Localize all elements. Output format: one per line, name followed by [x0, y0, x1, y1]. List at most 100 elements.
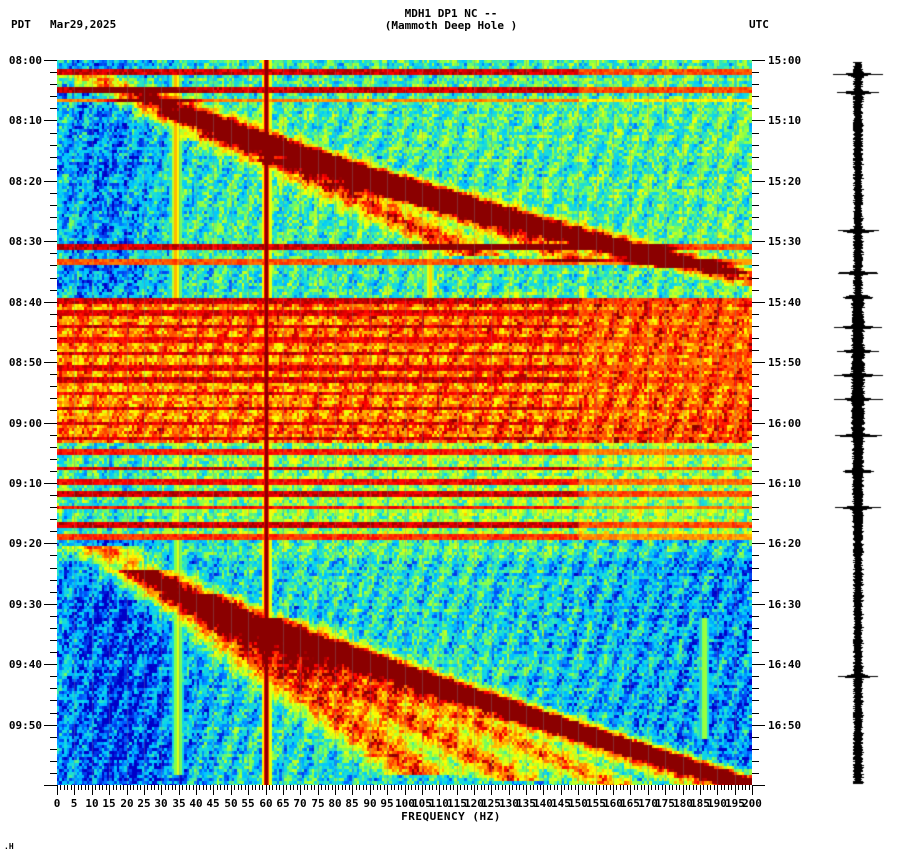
- time-tick-minor: [752, 435, 759, 436]
- time-tick-minor: [50, 519, 57, 520]
- freq-tick-minor: [186, 785, 187, 790]
- time-tick-minor: [50, 145, 57, 146]
- freq-label: 145: [551, 797, 571, 810]
- freq-tick-minor: [467, 785, 468, 790]
- time-tick-minor: [50, 447, 57, 448]
- time-tick-minor: [50, 338, 57, 339]
- freq-label: 120: [464, 797, 484, 810]
- freq-tick-minor: [707, 785, 708, 790]
- freq-tick-minor: [252, 785, 253, 790]
- freq-tick-minor: [366, 785, 367, 790]
- freq-tick-major: [335, 785, 336, 795]
- freq-label: 40: [189, 797, 203, 810]
- time-tick-minor: [50, 229, 57, 230]
- freq-tick-minor: [286, 785, 287, 790]
- freq-tick-minor: [658, 785, 659, 790]
- time-label-pdt: 08:30: [8, 235, 42, 248]
- freq-tick-minor: [686, 785, 687, 790]
- time-tick-major: [752, 725, 765, 726]
- time-tick-minor: [50, 96, 57, 97]
- freq-tick-minor: [651, 785, 652, 790]
- freq-label: 200: [742, 797, 762, 810]
- time-tick-major: [752, 362, 765, 363]
- freq-tick-minor: [71, 785, 72, 790]
- time-tick-minor: [50, 350, 57, 351]
- freq-tick-minor: [175, 785, 176, 790]
- freq-tick-minor: [113, 785, 114, 790]
- freq-tick-minor: [398, 785, 399, 790]
- time-tick-minor: [752, 193, 759, 194]
- freq-tick-minor: [269, 785, 270, 790]
- freq-tick-major: [405, 785, 406, 795]
- freq-label: 160: [603, 797, 623, 810]
- time-tick-major: [44, 543, 57, 544]
- freq-tick-minor: [255, 785, 256, 790]
- freq-tick-minor: [477, 785, 478, 790]
- freq-tick-minor: [401, 785, 402, 790]
- time-tick-minor: [752, 592, 759, 593]
- freq-tick-minor: [655, 785, 656, 790]
- time-tick-major: [752, 604, 765, 605]
- freq-tick-major: [665, 785, 666, 795]
- time-tick-minor: [752, 495, 759, 496]
- freq-tick-minor: [523, 785, 524, 790]
- time-tick-minor: [50, 749, 57, 750]
- freq-tick-minor: [498, 785, 499, 790]
- time-tick-minor: [50, 410, 57, 411]
- time-tick-minor: [50, 616, 57, 617]
- freq-tick-minor: [728, 785, 729, 790]
- time-tick-minor: [752, 350, 759, 351]
- time-label-pdt: 09:30: [8, 598, 42, 611]
- freq-tick-minor: [408, 785, 409, 790]
- time-tick-minor: [752, 108, 759, 109]
- freq-tick-minor: [342, 785, 343, 790]
- time-label-pdt: 09:10: [8, 477, 42, 490]
- freq-tick-minor: [540, 785, 541, 790]
- time-tick-minor: [50, 265, 57, 266]
- freq-tick-major: [248, 785, 249, 795]
- freq-tick-minor: [224, 785, 225, 790]
- freq-label: 70: [293, 797, 307, 810]
- freq-tick-major: [92, 785, 93, 795]
- freq-tick-minor: [471, 785, 472, 790]
- freq-tick-minor: [669, 785, 670, 790]
- time-tick-minor: [50, 386, 57, 387]
- frequency-axis-title: FREQUENCY (HZ): [401, 810, 501, 823]
- spectrogram-plot[interactable]: [57, 60, 752, 785]
- time-label-pdt: 08:10: [8, 114, 42, 127]
- freq-tick-minor: [568, 785, 569, 790]
- time-label-utc: 15:20: [768, 175, 802, 188]
- freq-tick-minor: [241, 785, 242, 790]
- freq-label: 35: [172, 797, 186, 810]
- freq-tick-minor: [634, 785, 635, 790]
- time-tick-minor: [752, 314, 759, 315]
- time-tick-minor: [50, 628, 57, 629]
- freq-label: 170: [638, 797, 658, 810]
- freq-tick-minor: [571, 785, 572, 790]
- freq-tick-minor: [373, 785, 374, 790]
- time-tick-minor: [50, 580, 57, 581]
- freq-tick-minor: [359, 785, 360, 790]
- freq-tick-major: [283, 785, 284, 795]
- time-label-utc: 16:20: [768, 537, 802, 550]
- freq-label: 110: [429, 797, 449, 810]
- freq-tick-minor: [172, 785, 173, 790]
- freq-tick-minor: [158, 785, 159, 790]
- time-tick-minor: [752, 217, 759, 218]
- freq-label: 80: [328, 797, 342, 810]
- freq-tick-minor: [547, 785, 548, 790]
- freq-tick-minor: [610, 785, 611, 790]
- freq-tick-minor: [338, 785, 339, 790]
- freq-tick-major: [491, 785, 492, 795]
- freq-tick-minor: [60, 785, 61, 790]
- time-tick-minor: [50, 205, 57, 206]
- freq-tick-minor: [276, 785, 277, 790]
- time-tick-minor: [752, 84, 759, 85]
- timezone-right-label: UTC: [749, 18, 769, 31]
- time-axis-utc: 15:00 15:10 15:20 15:30 15:40 15:50 16:00 16:10…: [752, 54, 842, 786]
- freq-label: 100: [395, 797, 415, 810]
- freq-tick-major: [578, 785, 579, 795]
- time-tick-minor: [752, 628, 759, 629]
- freq-tick-minor: [637, 785, 638, 790]
- freq-tick-minor: [394, 785, 395, 790]
